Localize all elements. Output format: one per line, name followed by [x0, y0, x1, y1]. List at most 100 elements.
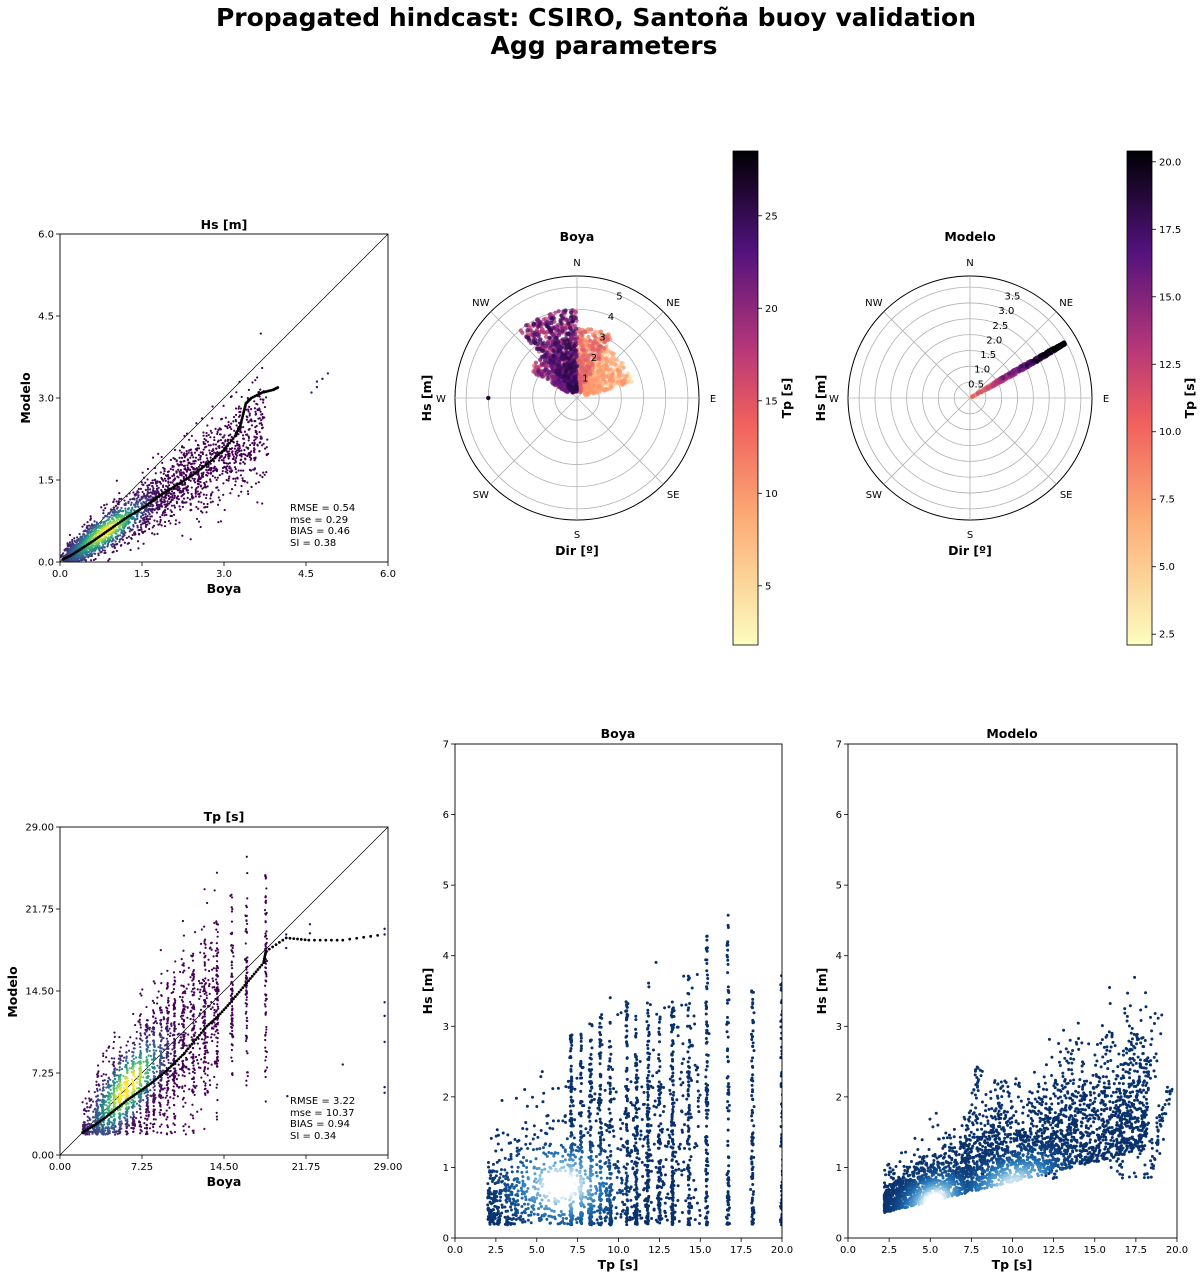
hs-scatter-point: [253, 467, 257, 470]
hs-scatter-point: [259, 437, 262, 440]
hs-scatter-point: [96, 522, 99, 526]
hs-scatter-point: [149, 498, 152, 501]
hs-scatter-point: [248, 412, 251, 415]
hs-scatter-point: [156, 532, 159, 535]
B-radial-tick-label: 4: [608, 312, 614, 323]
hs-scatter-point: [156, 520, 159, 523]
hs-scatter-point: [190, 492, 193, 496]
hs-scatter-point: [86, 533, 89, 536]
polar-modelo-panel: Modelo NNEESESSWWNW0.51.01.52.02.53.03.5…: [813, 150, 1197, 646]
polar-boya-point: [554, 335, 559, 340]
hs-scatter-point: [190, 434, 193, 438]
hs-scatter-point: [243, 462, 246, 465]
hs-scatter-point: [226, 453, 230, 456]
hs-scatter-point: [247, 410, 250, 413]
hs-scatter-point: [245, 433, 248, 436]
hs-scatter-point: [222, 404, 225, 407]
polar-boya-point: [571, 328, 576, 333]
hs-scatter-point: [159, 520, 162, 524]
hs-scatter-point: [263, 447, 267, 450]
hs-scatter-point: [242, 425, 245, 429]
hs-scatter-point: [214, 443, 218, 446]
hs-scatter-point: [142, 542, 145, 545]
hs-scatter-point: [235, 449, 239, 452]
hs-scatter-point: [206, 485, 209, 488]
hs-scatter-point: [221, 472, 224, 475]
hs-scatter-axes: 0.0 1.5 3.0 4.5 6.00.01.53.04.56.0: [38, 230, 396, 581]
hs-scatter-point: [126, 526, 129, 530]
polar-boya-point: [569, 365, 574, 370]
hs-scatter-point: [217, 521, 220, 524]
polar-boya-point: [556, 309, 561, 314]
hs-scatter-point: [89, 552, 93, 555]
hs-scatter-point: [225, 449, 228, 452]
hs-scatter-point: [258, 408, 261, 412]
hs-scatter-point: [182, 460, 185, 463]
polar-boya-point: [541, 341, 546, 346]
hs-scatter-point: [167, 475, 170, 478]
hs-scatter-point: [183, 492, 186, 495]
hs-scatter-point: [155, 507, 158, 510]
hs-scatter-point: [230, 469, 233, 472]
polar-boya-point: [592, 377, 597, 382]
hs-scatter-point: [114, 504, 117, 508]
hs-scatter-point: [171, 481, 174, 484]
polar-boya-point: [548, 343, 554, 348]
hs-scatter-point: [223, 444, 226, 447]
hs-scatter-point: [143, 502, 146, 505]
hs-scatter-point: [109, 522, 112, 525]
hs-scatter-point: [102, 543, 105, 546]
hs-scatter-point: [194, 456, 198, 459]
hs-scatter-point: [148, 527, 151, 531]
hs-scatter-point: [239, 469, 243, 472]
hs-scatter-point: [213, 436, 216, 439]
hs-qq-point: [276, 386, 280, 389]
hs-scatter-point: [127, 535, 131, 538]
B-radial-tick-label: 2: [591, 353, 597, 364]
hs-scatter-point: [226, 469, 229, 472]
hs-scatter-point: [253, 447, 256, 450]
hs-scatter-point: [174, 523, 177, 526]
hs-scatter-point: [183, 467, 186, 471]
hs-scatter-point: [240, 449, 243, 452]
hs-scatter-point: [108, 557, 111, 561]
hs-scatter-point: [245, 418, 249, 421]
polar-boya-point: [603, 367, 608, 372]
hs-scatter-point: [118, 538, 122, 541]
hs-scatter-point: [233, 461, 236, 465]
polar-boya-point: [559, 321, 564, 326]
hs-scatter-point: [254, 429, 257, 432]
hs-scatter-point: [102, 516, 105, 519]
hs-scatter-point: [197, 458, 200, 461]
B-direction-label: NW: [472, 298, 489, 309]
hs-scatter-point: [155, 511, 159, 514]
polar-boya-point: [557, 372, 562, 377]
hs-scatter-point: [221, 466, 225, 470]
polar-boya-point: [572, 375, 577, 380]
hs-scatter-point: [175, 471, 178, 474]
hs-scatter-point: [221, 436, 224, 439]
hs-scatter-point: [234, 480, 237, 483]
hs-scatter-point: [227, 434, 230, 437]
hs-scatter-point: [84, 529, 87, 533]
hs-scatter-point: [201, 487, 204, 490]
hs-scatter-point: [82, 530, 85, 533]
hs-scatter-point: [178, 456, 181, 459]
hs-scatter-point: [237, 469, 240, 472]
polar-boya-point: [579, 332, 584, 337]
hs-scatter-point: [148, 488, 152, 491]
polar-boya-point: [597, 383, 602, 388]
hs-scatter-point: [94, 557, 97, 561]
hs-scatter-point: [71, 540, 74, 543]
hs-scatter-point: [119, 528, 123, 531]
hs-scatter-point: [206, 502, 209, 506]
hs-scatter-point: [263, 405, 267, 409]
hs-scatter-point: [166, 486, 169, 489]
polar-boya-point: [551, 354, 556, 359]
hs-scatter-point: [196, 482, 199, 485]
hs-qq-point: [220, 450, 224, 453]
hs-scatter-point: [162, 484, 165, 487]
hs-scatter-point: [181, 489, 184, 492]
hs-scatter-point: [151, 481, 155, 485]
hs-scatter-point: [110, 543, 113, 546]
